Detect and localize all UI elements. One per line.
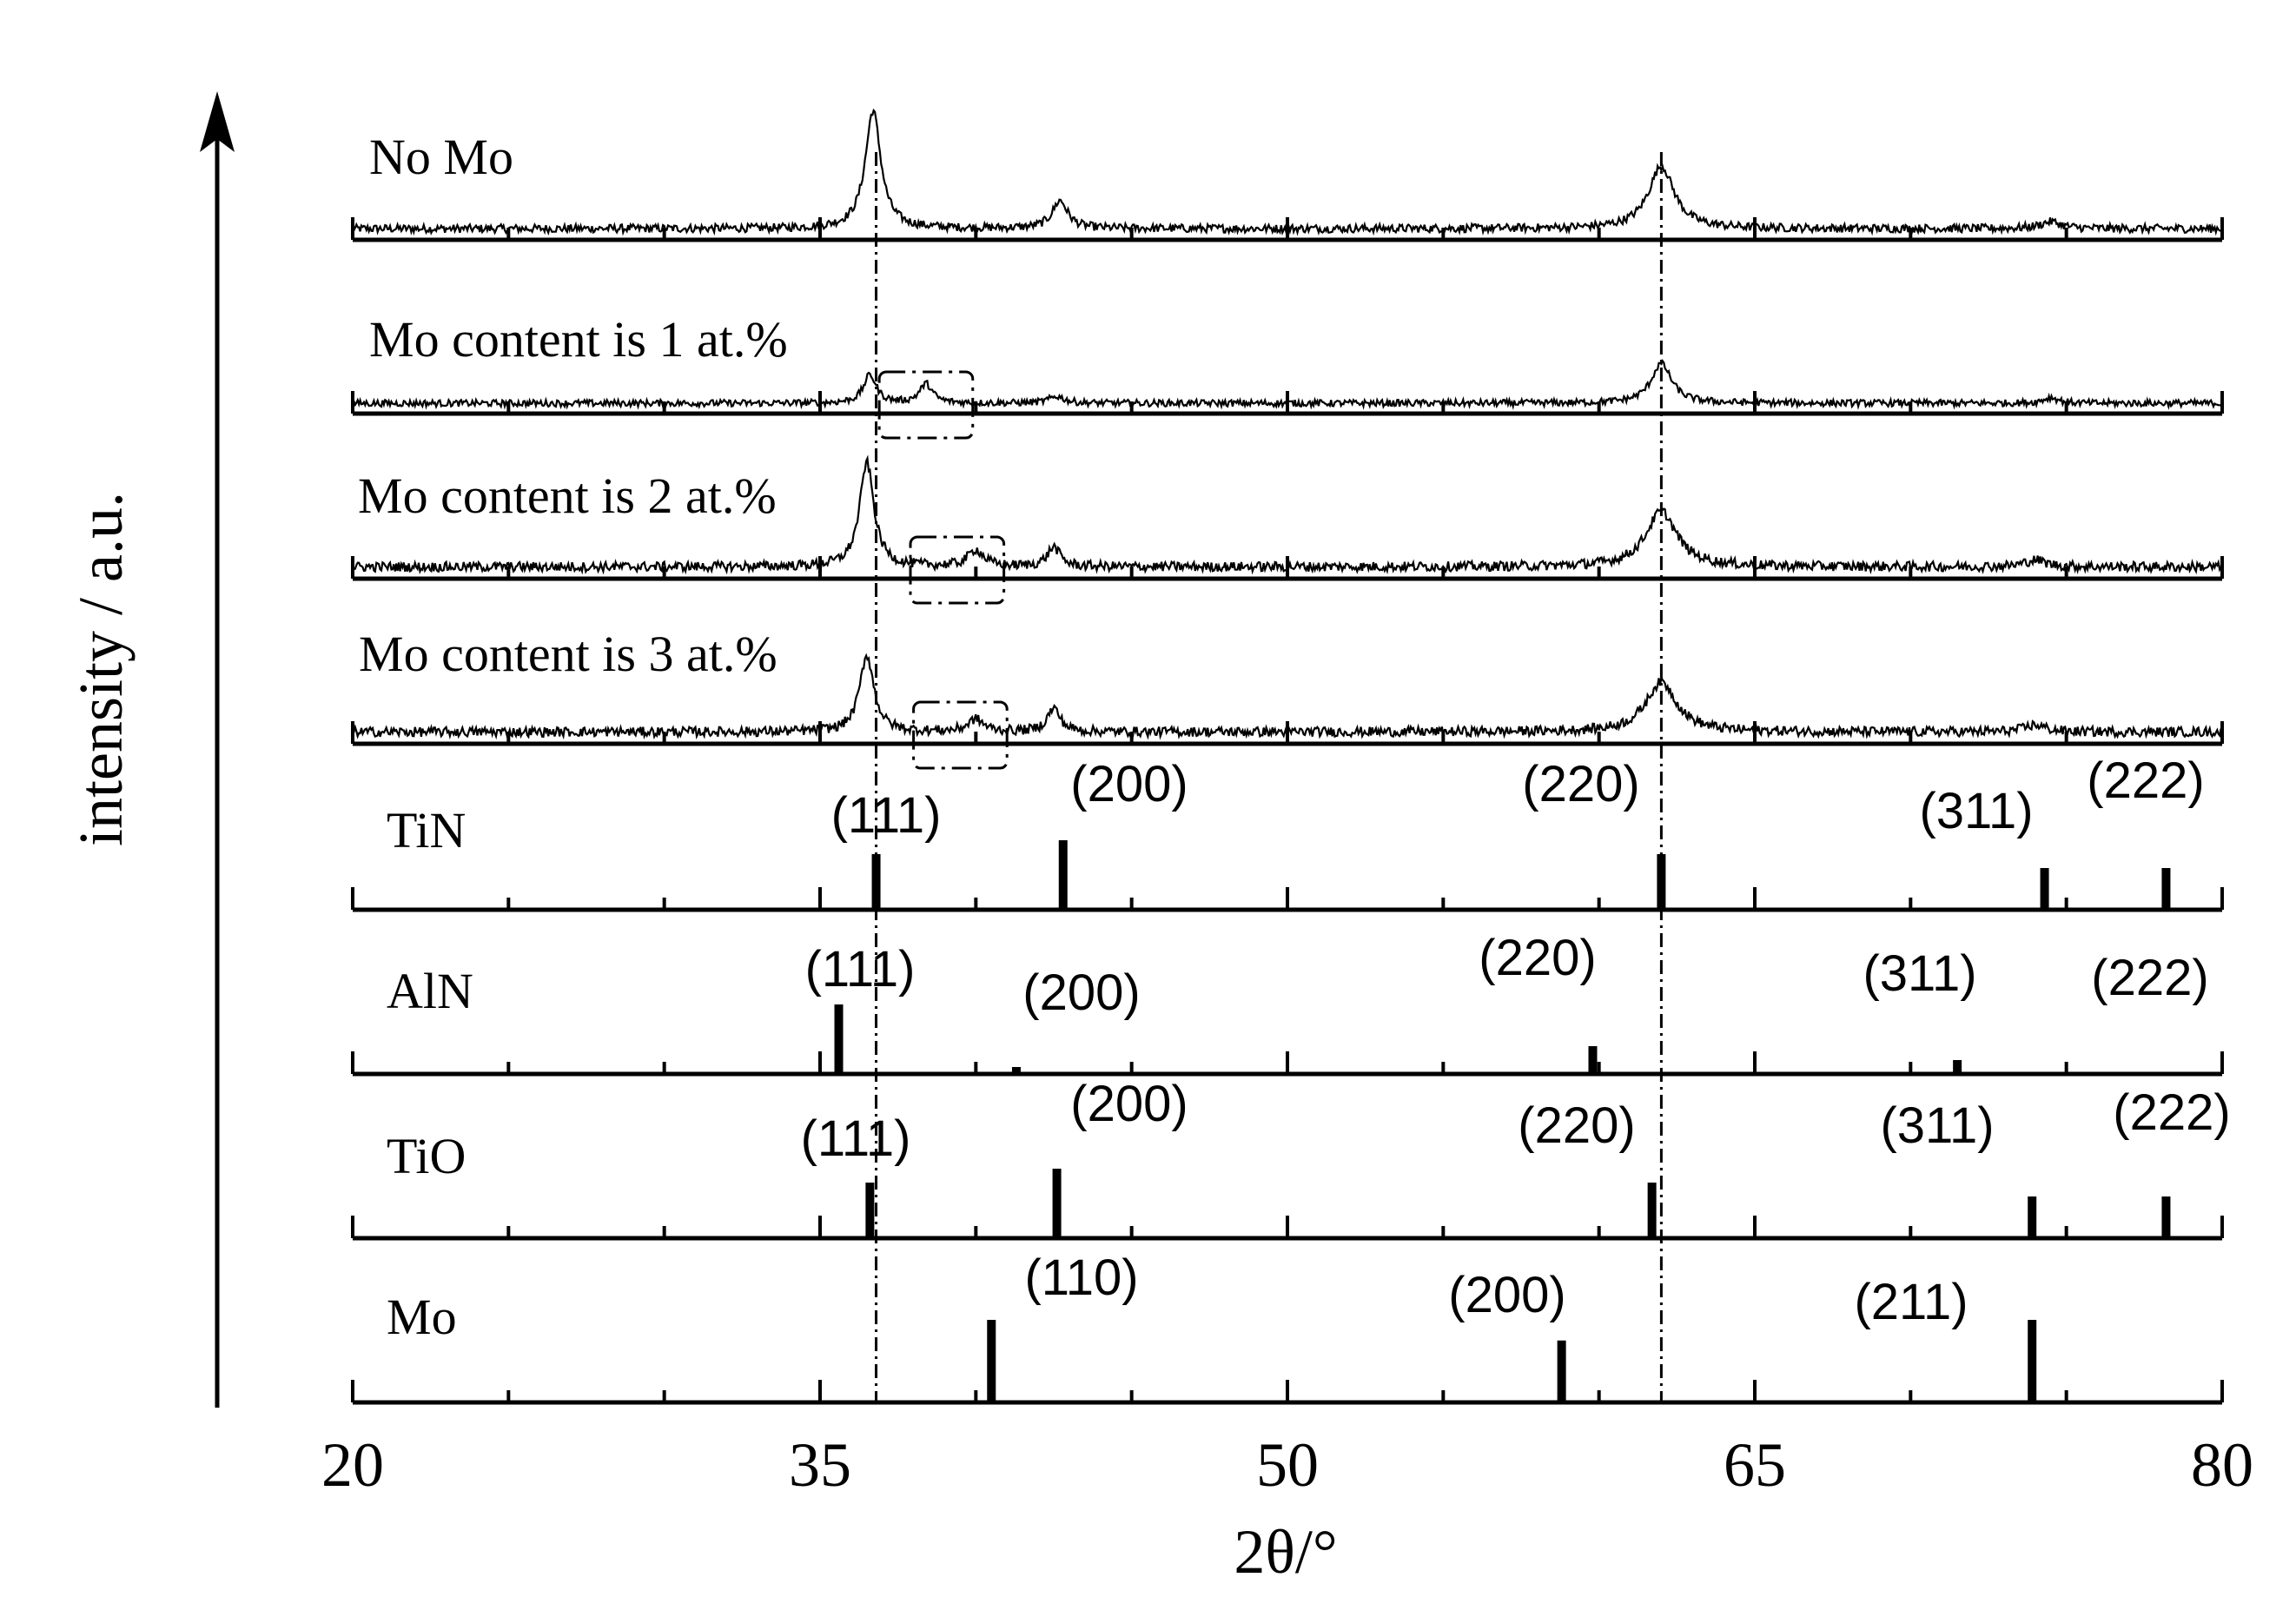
reference-stick [2028,1320,2037,1402]
hkl-label: (222) [2091,950,2208,1006]
hkl-label: (110) [1024,1249,1138,1306]
series-line [351,108,2221,236]
series-line [352,454,2222,575]
hkl-label: (200) [1070,1076,1188,1132]
highlight-box [912,700,1009,770]
x-tick-label: 80 [2191,1430,2253,1500]
series-line [351,359,2221,411]
series-label: Mo content is 2 at.% [358,467,777,524]
hkl-label: (222) [2113,1084,2230,1141]
reference-stick [2161,1196,2171,1238]
x-tick-label: 65 [1724,1430,1786,1500]
reference-label: TiO [387,1128,466,1184]
reference-stick [1657,854,1666,910]
series-label: Mo content is 3 at.% [359,626,777,682]
hkl-label: (222) [2087,752,2204,809]
series-panel: Mo content is 3 at.% [351,626,2224,770]
highlight-box [877,370,975,440]
series-line [352,653,2222,740]
series-panel: Mo content is 1 at.% [351,311,2224,440]
y-axis [200,91,235,1408]
hkl-label: (200) [1022,964,1140,1021]
reference-stick [834,1004,844,1074]
reference-stick [987,1320,996,1402]
x-axis: 20 35 50 65 80 [321,1430,2253,1500]
reference-stick [871,854,881,910]
reference-stick [2028,1196,2037,1238]
hkl-label: (211) [1854,1274,1968,1330]
reference-panel: (111) (200) (220) (311) (222) TiO [351,1076,2231,1241]
reference-stick [1052,1169,1062,1238]
series-panel: Mo content is 2 at.% [351,454,2224,605]
reference-panel: (110) (200) (211) Mo [351,1249,2224,1405]
hkl-label: (220) [1522,756,1639,812]
series-label: Mo content is 1 at.% [369,311,788,368]
hkl-label: (311) [1863,945,1976,1002]
reference-stick [1953,1060,1962,1074]
reference-label: TiN [387,802,466,858]
reference-panel: (111) (200) (220) (311) (222) AlN [351,930,2224,1077]
reference-stick [1011,1067,1021,1074]
x-tick-label: 50 [1256,1430,1319,1500]
hkl-label: (200) [1448,1267,1565,1323]
series-label: No Mo [369,129,513,185]
reference-stick [1557,1340,1566,1402]
reference-stick [865,1183,875,1238]
x-tick-label: 20 [321,1430,384,1500]
reference-label: Mo [387,1289,457,1345]
highlight-box [909,535,1006,605]
reference-stick [2161,868,2171,910]
series-panel: No Mo [351,108,2224,242]
x-tick-label: 35 [789,1430,851,1500]
reference-stick [1647,1183,1657,1238]
x-axis-title: 2θ/° [1234,1517,1337,1587]
hkl-label: (111) [805,941,916,998]
hkl-label: (220) [1479,930,1596,986]
hkl-label: (200) [1070,756,1188,812]
series-layer: No Mo Mo content is 1 at.% Mo content is 2… [351,108,2224,770]
reference-patterns-layer: (111) (200) (220) (311) (222) TiN (111) (200) (2… [351,752,2231,1405]
hkl-label: (311) [1919,783,2033,839]
y-axis-arrow [200,91,235,152]
hkl-label: (111) [801,1110,911,1167]
reference-stick [1058,840,1068,910]
hkl-label: (311) [1880,1097,1994,1154]
reference-panel: (111) (200) (220) (311) (222) TiN [351,752,2224,912]
y-axis-title: intensity / a.u. [66,492,136,846]
reference-stick [1588,1046,1598,1074]
hkl-label: (111) [831,787,942,844]
hkl-label: (220) [1518,1097,1635,1154]
reference-label: AlN [387,963,473,1019]
reference-lines [875,152,1663,1402]
reference-stick [2040,868,2049,910]
